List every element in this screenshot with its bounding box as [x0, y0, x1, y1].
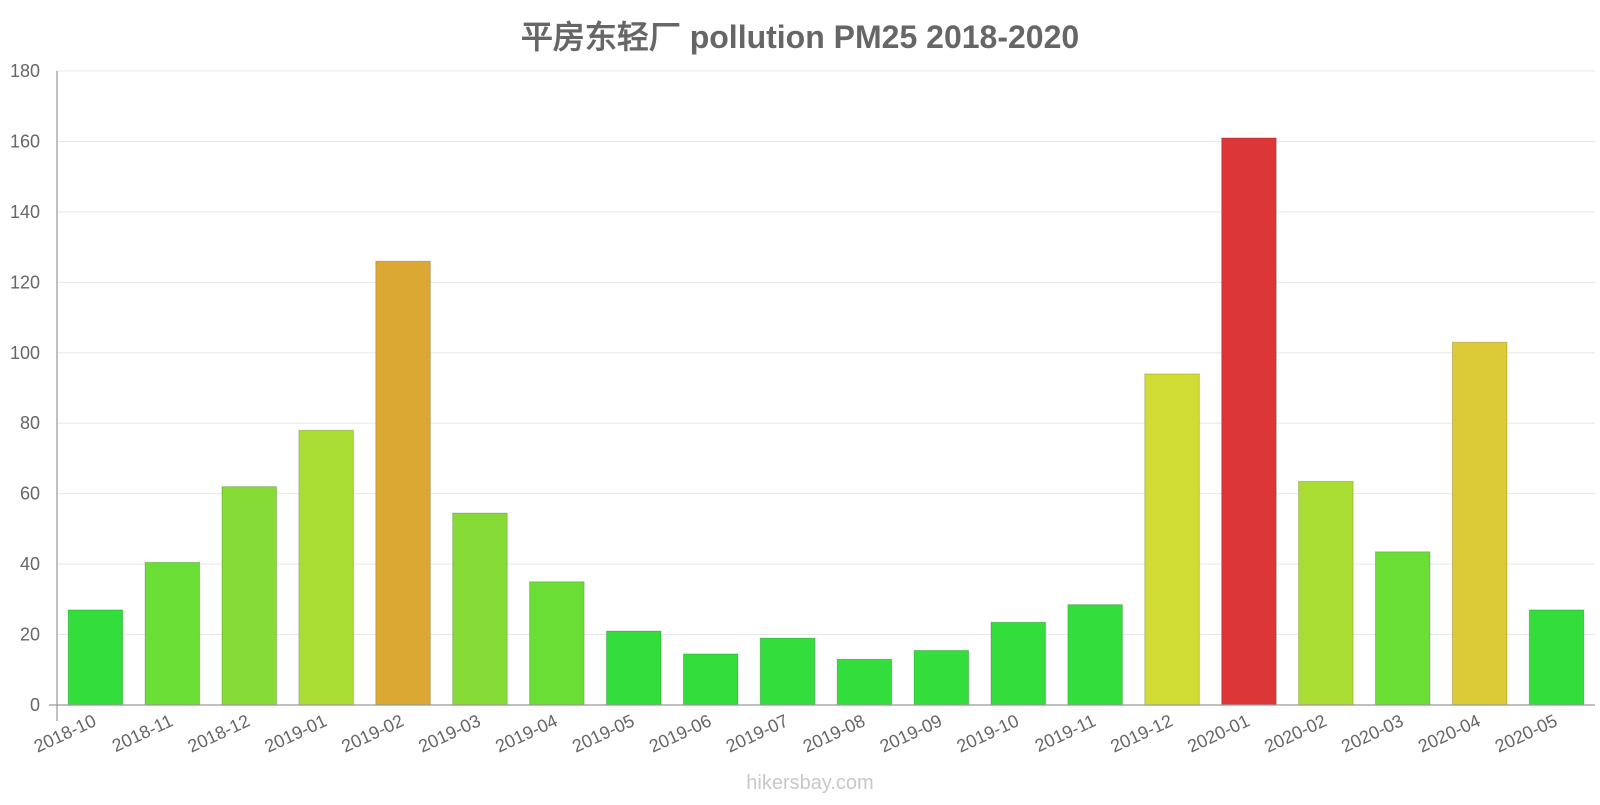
y-tick-label: 0	[30, 695, 40, 715]
bar-2019-04[interactable]	[529, 581, 585, 706]
x-tick-label: 2020-03	[1338, 710, 1406, 756]
bar-2019-05[interactable]	[605, 630, 662, 706]
bar-2019-08[interactable]	[836, 658, 893, 706]
x-tick-label: 2018-11	[109, 710, 176, 755]
y-tick-label: 80	[20, 413, 40, 433]
bar-2020-02[interactable]	[1298, 480, 1354, 706]
axis-layer	[49, 71, 1595, 721]
bar-2018-12[interactable]	[221, 486, 278, 706]
x-tick-label: 2019-08	[800, 710, 868, 756]
chart-title: 平房东轻厂 pollution PM25 2018-2020	[521, 19, 1079, 55]
bar-2020-05[interactable]	[1528, 609, 1585, 706]
bar-2019-07[interactable]	[759, 637, 816, 706]
y-tick-label: 140	[10, 202, 40, 222]
bar-2018-11[interactable]	[144, 561, 201, 706]
bar-2018-10[interactable]	[67, 609, 124, 706]
x-tick-label: 2019-10	[954, 710, 1022, 756]
x-tick-label: 2019-02	[338, 710, 406, 756]
x-tick-label: 2019-04	[492, 710, 560, 756]
x-tick-label: 2018-10	[31, 710, 99, 756]
bar-2019-11[interactable]	[1067, 604, 1123, 706]
x-tick-label: 2019-11	[1032, 710, 1099, 755]
x-tick-label: 2019-01	[262, 710, 330, 756]
bar-2019-06[interactable]	[682, 653, 739, 706]
y-tick-label: 120	[10, 272, 40, 292]
bar-2019-02[interactable]	[375, 260, 431, 706]
x-tick-label: 2019-12	[1107, 710, 1175, 756]
bar-2019-09[interactable]	[913, 649, 970, 706]
grid-layer	[57, 70, 1595, 636]
x-tick-label: 2020-04	[1415, 710, 1483, 756]
watermark: hikersbay.com	[746, 772, 873, 794]
y-tick-label: 100	[10, 343, 40, 363]
bar-2020-01[interactable]	[1221, 137, 1277, 706]
bar-2020-04[interactable]	[1451, 341, 1508, 706]
x-tick-label: 2019-09	[877, 710, 945, 756]
x-tick-label: 2020-02	[1261, 710, 1329, 756]
bar-2019-03[interactable]	[452, 512, 508, 706]
x-tick-label: 2019-06	[646, 710, 714, 756]
y-tick-label: 20	[20, 625, 40, 645]
y-tick-label: 180	[10, 61, 40, 81]
x-tick-label: 2019-03	[415, 710, 483, 756]
x-tick-label: 2019-07	[723, 710, 791, 756]
bar-2019-10[interactable]	[990, 621, 1047, 706]
bar-2019-01[interactable]	[298, 429, 354, 706]
x-tick-label: 2019-05	[569, 710, 637, 756]
y-tick-label: 60	[20, 484, 40, 504]
y-tick-label: 40	[20, 554, 40, 574]
x-tick-label: 2020-05	[1492, 710, 1560, 756]
y-tick-label: 160	[10, 131, 40, 151]
x-tick-label: 2020-01	[1184, 710, 1252, 756]
x-tick-label: 2018-12	[185, 710, 253, 756]
bar-layer	[67, 137, 1585, 706]
bar-2019-12[interactable]	[1144, 373, 1200, 706]
bar-2020-03[interactable]	[1374, 551, 1431, 706]
